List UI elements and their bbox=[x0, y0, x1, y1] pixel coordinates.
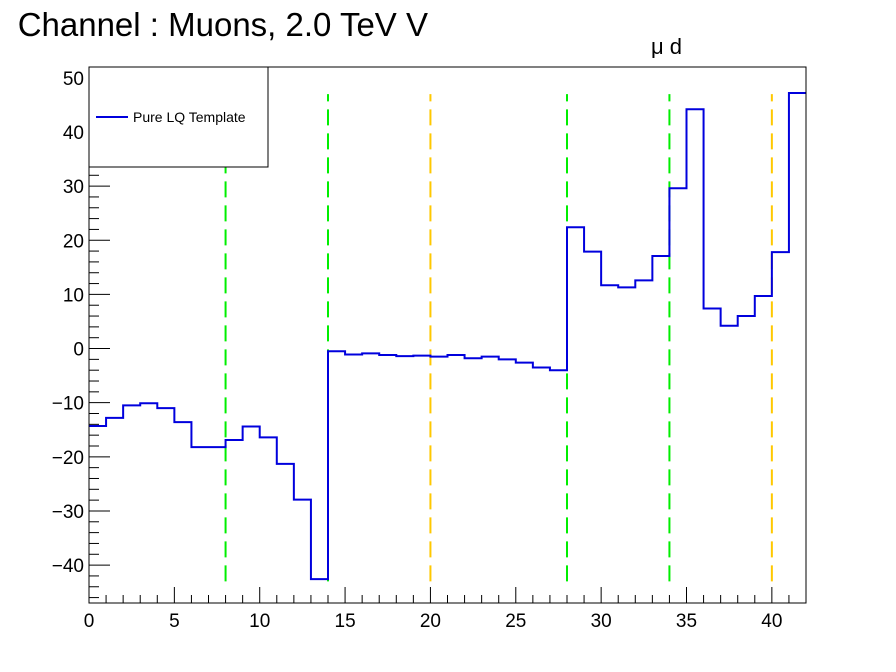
y-tick-label: 50 bbox=[63, 69, 84, 90]
chart-title-group: Channel : Muons, 2.0 TeV V μ d bbox=[18, 6, 682, 59]
x-tick-label: 35 bbox=[676, 611, 697, 632]
x-tick-label: 40 bbox=[761, 611, 782, 632]
chart-title-subscript: μ d bbox=[651, 34, 682, 59]
series-line-0 bbox=[89, 91, 806, 581]
axes: 0 5 10 15 20 25 30 35 40 −40 −30 −20 −10 0 10 20 30 40 50 bbox=[52, 66, 807, 632]
x-tick-label: 10 bbox=[249, 611, 270, 632]
y-tick-label: 10 bbox=[63, 285, 84, 306]
y-tick-label: 0 bbox=[73, 340, 84, 361]
x-tick-label: 15 bbox=[335, 611, 356, 632]
x-tick-label: 25 bbox=[505, 611, 526, 632]
series-layer bbox=[89, 91, 806, 581]
x-tick-label: 20 bbox=[420, 611, 441, 632]
chart-title: Channel : Muons, 2.0 TeV V bbox=[18, 6, 428, 43]
y-tick-label: 40 bbox=[63, 123, 84, 144]
y-tick-label: 30 bbox=[63, 177, 84, 198]
legend: Pure LQ Template bbox=[88, 66, 269, 168]
y-tick-label: −20 bbox=[52, 448, 84, 469]
y-tick-label: −10 bbox=[52, 394, 84, 415]
y-tick-label: −40 bbox=[52, 556, 84, 577]
x-tick-label: 5 bbox=[169, 611, 180, 632]
y-tick-label: 20 bbox=[63, 231, 84, 252]
y-tick-label: −30 bbox=[52, 502, 84, 523]
legend-entry-label: Pure LQ Template bbox=[133, 109, 246, 125]
x-tick-label: 0 bbox=[84, 611, 95, 632]
x-tick-label: 30 bbox=[591, 611, 612, 632]
